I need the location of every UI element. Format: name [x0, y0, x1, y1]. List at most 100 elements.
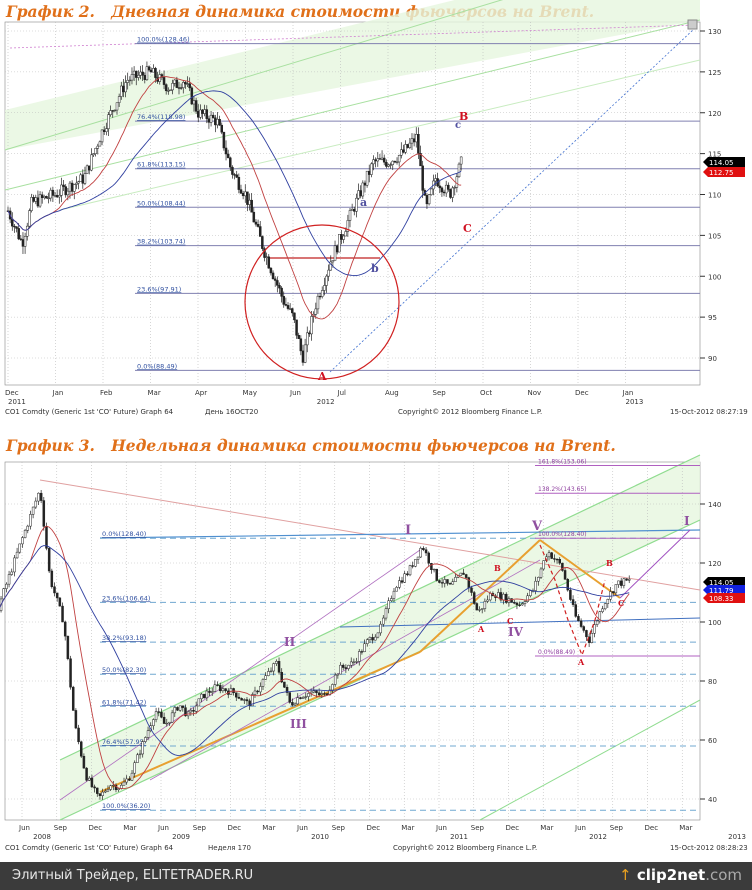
candle-body	[601, 608, 604, 612]
candle-body	[299, 697, 302, 699]
footer-source: CO1 Comdty (Generic 1st 'CO' Future) Gra…	[5, 408, 174, 416]
wave-path-dashed	[539, 544, 606, 657]
candle-body	[349, 661, 353, 666]
candle-body	[404, 144, 407, 153]
fib-extension-label: 161.8%(153.06)	[538, 458, 587, 465]
candle-body	[104, 790, 107, 793]
x-tick-label: Jun	[157, 824, 169, 832]
candle-body	[574, 604, 578, 617]
candle-body	[152, 719, 155, 726]
candle-body	[165, 722, 169, 725]
candle-body	[73, 184, 76, 192]
candle-body	[555, 558, 559, 561]
candle-body	[13, 557, 16, 573]
candle-body	[286, 305, 290, 309]
wave-label: I	[405, 523, 411, 538]
candle-body	[246, 191, 249, 205]
candle-body	[385, 161, 388, 167]
x-tick-label: Mar	[401, 824, 414, 832]
candle-body	[455, 176, 459, 188]
candle-body	[160, 711, 163, 718]
wave-label: a	[360, 196, 367, 209]
candle-body	[251, 694, 254, 707]
candle-body	[90, 777, 94, 788]
candle-body	[347, 664, 350, 669]
candle-body	[253, 690, 257, 695]
candle-body	[475, 603, 479, 611]
candle-body	[182, 82, 185, 88]
candle-body	[327, 269, 330, 277]
candle-body	[397, 155, 401, 163]
daily-brent-chart: 90 95 100 105 110 115 120 125 130 Dec Jan Feb Mar Apr…	[4, 0, 745, 406]
price-tag-value: 108.33	[709, 595, 734, 603]
candle-body	[71, 686, 75, 711]
x-tick-label: Jun	[289, 389, 301, 397]
candle-body	[457, 163, 461, 178]
highlight-circle	[244, 224, 400, 380]
candle-body	[210, 691, 214, 693]
candle-body	[284, 304, 288, 306]
candle-body	[77, 727, 80, 743]
candle-body	[107, 114, 110, 129]
price-tag-value: 114.05	[709, 579, 734, 587]
candle-body	[218, 685, 222, 692]
candle-body	[117, 788, 120, 790]
candle-body	[609, 591, 612, 600]
candle-body	[66, 190, 70, 196]
y-tick-label: 80	[708, 678, 717, 686]
y-tick-label: 100	[708, 273, 721, 281]
candle-body	[37, 492, 40, 502]
candle-body	[188, 83, 191, 89]
candle-body	[209, 114, 213, 123]
candle-body	[239, 189, 243, 194]
candle-body	[488, 593, 492, 601]
candle-body	[240, 698, 243, 701]
candle-body	[146, 730, 150, 738]
fib-extension-label: 138.2%(143.65)	[538, 486, 587, 493]
candle-body	[288, 692, 291, 703]
candle-body	[128, 778, 131, 781]
candle-body	[29, 514, 32, 527]
x-tick-label: Mar	[148, 389, 161, 397]
candle-body	[224, 147, 228, 155]
candle-body	[470, 587, 473, 593]
candle-body	[77, 181, 80, 184]
wave-label: B	[606, 558, 613, 568]
candle-body	[237, 177, 241, 190]
candle-body	[128, 79, 132, 82]
year-label: 2010	[311, 833, 329, 841]
bottom-bar: Элитный Трейдер, ELITETRADER.RU ↑ clip2n…	[0, 862, 752, 890]
x-tick-label: Sep	[610, 824, 624, 832]
candle-body	[82, 755, 86, 769]
wave-label: B	[459, 110, 468, 123]
footer-period: Неделя 170	[208, 844, 251, 852]
candle-body	[323, 285, 326, 291]
year-label: 2013	[626, 398, 644, 406]
candle-body	[577, 616, 580, 622]
candle-body	[55, 592, 59, 599]
candle-body	[451, 187, 454, 198]
candle-body	[220, 124, 223, 133]
site-credit: Элитный Трейдер, ELITETRADER.RU	[12, 868, 254, 883]
clip2net-logo[interactable]: ↑ clip2net.com	[619, 866, 742, 884]
candle-body	[278, 285, 281, 289]
ma-long-line	[0, 545, 630, 756]
candle-body	[370, 163, 373, 175]
candle-body	[254, 221, 258, 225]
x-tick-label: Jun	[296, 824, 308, 832]
trend-line	[99, 651, 421, 793]
candle-body	[430, 563, 433, 570]
candle-body	[328, 689, 332, 696]
candle-body	[47, 548, 51, 572]
candle-body	[23, 235, 27, 247]
candle-body	[25, 225, 29, 237]
candle-body	[282, 296, 285, 305]
year-label: 2011	[8, 398, 26, 406]
candle-body	[190, 87, 194, 105]
trend-line	[539, 539, 621, 599]
candle-body	[39, 492, 43, 501]
candle-body	[124, 82, 127, 93]
candle-body	[269, 267, 273, 274]
x-tick-label: Sep	[433, 389, 447, 397]
x-tick-label: Jan	[52, 389, 64, 397]
